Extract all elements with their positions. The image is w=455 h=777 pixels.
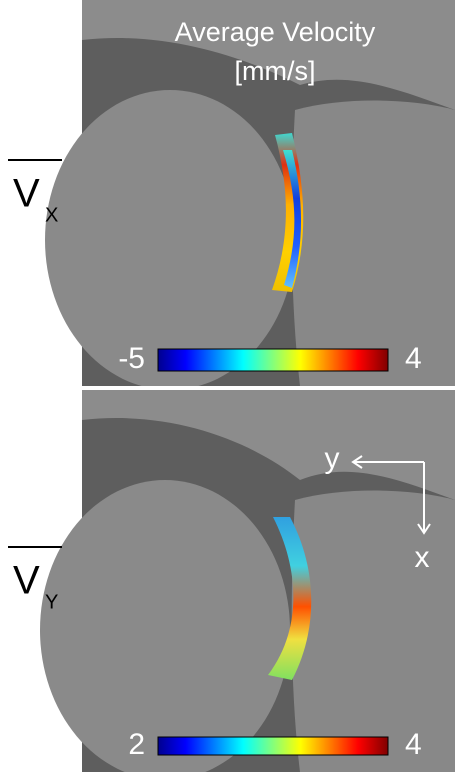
row-subscript: Y	[45, 591, 58, 613]
row-label: V	[13, 559, 40, 603]
colorbar	[158, 349, 388, 371]
unit: [mm/s]	[235, 56, 316, 86]
colorbar	[158, 737, 388, 755]
row-subscript: X	[45, 204, 58, 226]
title: Average Velocity	[175, 17, 376, 47]
axis-label: y	[325, 442, 340, 475]
row-label: V	[13, 172, 40, 216]
colorbar-max: 4	[405, 342, 422, 375]
image-bottom	[40, 390, 455, 772]
axis-label: x	[415, 541, 430, 574]
colorbar-min: -5	[118, 342, 145, 375]
colorbar-max: 4	[405, 728, 422, 761]
colorbar-min: 2	[128, 728, 145, 761]
figure: Average Velocity [mm/s] V X V Y -5 4 2 4…	[0, 0, 455, 772]
